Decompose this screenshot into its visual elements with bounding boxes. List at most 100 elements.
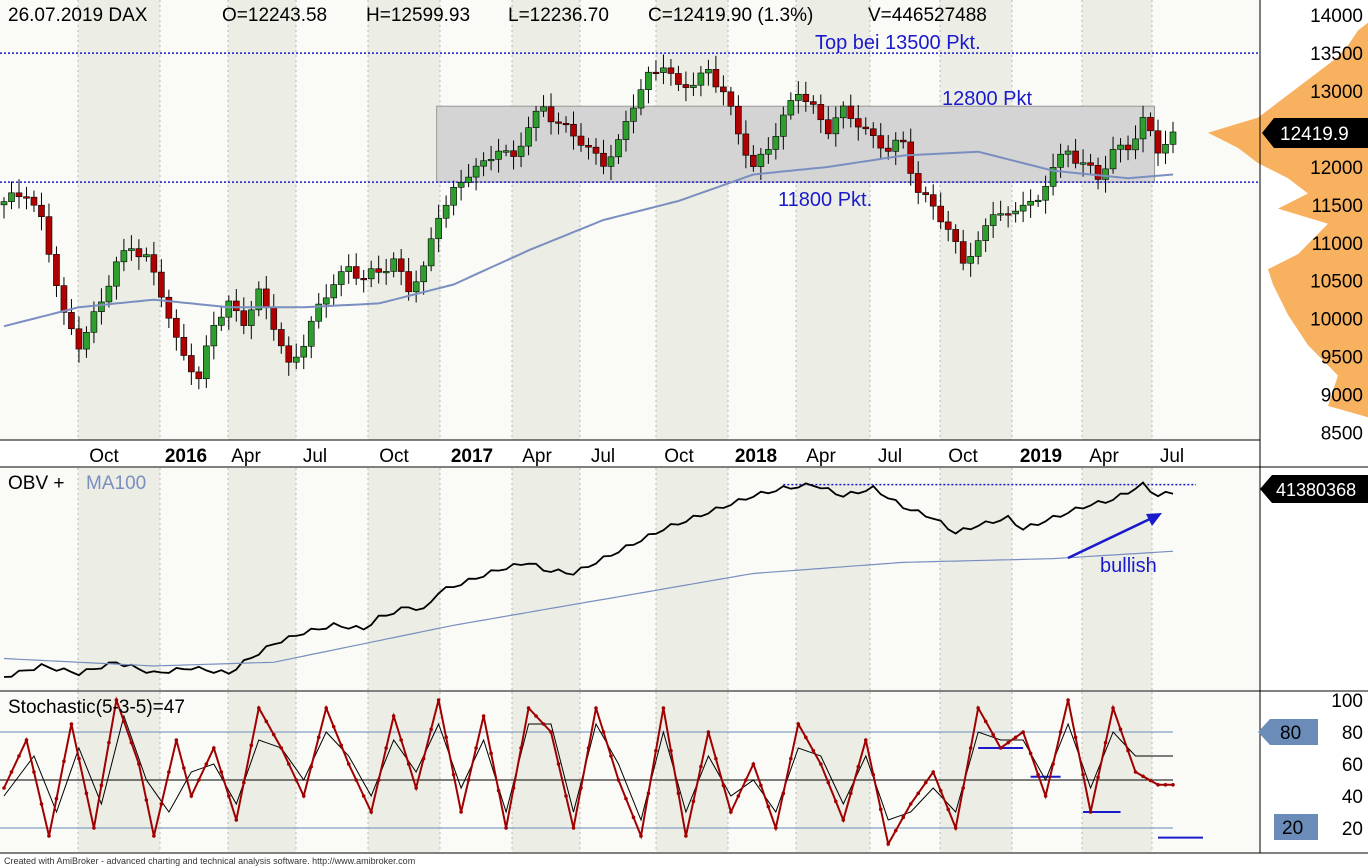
candle-body bbox=[847, 105, 855, 119]
time-band bbox=[870, 692, 940, 852]
stoch-k-point bbox=[1081, 772, 1085, 777]
obv-title: OBV + bbox=[8, 473, 65, 494]
time-band bbox=[870, 468, 940, 690]
candle-body bbox=[637, 89, 645, 109]
stoch-k-point bbox=[511, 786, 516, 790]
candle-body bbox=[982, 225, 989, 241]
stoch-k-point bbox=[286, 762, 291, 766]
time-band bbox=[1152, 692, 1260, 852]
candle-body bbox=[877, 135, 885, 149]
stoch-y-tick: 20 bbox=[1342, 819, 1363, 840]
stoch-k-point bbox=[1148, 778, 1153, 783]
candle-body bbox=[1147, 117, 1154, 132]
stoch-k-point bbox=[729, 810, 733, 814]
candle-body bbox=[959, 241, 967, 264]
stoch-k-point bbox=[541, 722, 546, 726]
candle-body bbox=[615, 139, 622, 158]
time-band bbox=[1012, 0, 1082, 440]
candle-body bbox=[540, 106, 547, 112]
candle-body bbox=[143, 254, 150, 258]
stoch-k-point bbox=[1006, 740, 1010, 745]
ohlc-low: L=12236.70 bbox=[508, 5, 609, 26]
candle-body bbox=[824, 119, 832, 135]
stoch-k-point bbox=[819, 762, 823, 766]
time-axis-label: Apr bbox=[522, 446, 552, 467]
obv-last-tag: 41380368 bbox=[1260, 475, 1368, 503]
candle-body bbox=[120, 250, 128, 263]
time-band bbox=[1082, 468, 1152, 690]
time-axis-label: Oct bbox=[948, 446, 978, 467]
stoch-k-point bbox=[77, 756, 81, 761]
candle-body bbox=[8, 192, 15, 202]
candle-body bbox=[195, 371, 203, 380]
time-axis-label: 2017 bbox=[451, 446, 493, 467]
stoch-k-point bbox=[1013, 735, 1018, 740]
stoch-k-point bbox=[1096, 775, 1100, 780]
time-band bbox=[0, 468, 78, 690]
candle-body bbox=[1132, 138, 1139, 151]
candle-body bbox=[675, 73, 682, 85]
candle-body bbox=[277, 329, 285, 347]
time-band bbox=[228, 0, 296, 440]
stoch-k-point bbox=[968, 746, 973, 750]
stoch-k-point bbox=[17, 754, 21, 758]
candle-body bbox=[1087, 162, 1094, 166]
candle-body bbox=[420, 265, 427, 283]
stoch-k-point bbox=[2, 786, 6, 790]
footer-credit: Created with AmiBroker - advanced charti… bbox=[4, 856, 415, 866]
candle-body bbox=[974, 240, 982, 257]
candle-body bbox=[435, 217, 442, 240]
candle-body bbox=[300, 345, 308, 358]
time-band bbox=[1152, 468, 1260, 690]
candle-body bbox=[510, 150, 517, 157]
time-band bbox=[78, 0, 160, 440]
stoch-k-point bbox=[983, 719, 988, 724]
candle-body bbox=[862, 126, 870, 130]
candle-body bbox=[810, 101, 817, 105]
candle-body bbox=[397, 258, 405, 272]
candle-body bbox=[158, 271, 165, 298]
stoch-k-point bbox=[54, 796, 59, 801]
candle-body bbox=[997, 213, 1004, 216]
price-y-tick: 10000 bbox=[1310, 310, 1363, 331]
price-y-tick: 11000 bbox=[1312, 234, 1363, 255]
candle-body bbox=[233, 300, 240, 312]
stoch-k-point bbox=[1111, 706, 1115, 710]
stoch-k-point bbox=[159, 802, 164, 806]
stoch-k-point bbox=[474, 746, 478, 750]
stoch-k-point bbox=[294, 778, 299, 782]
stoch-k-point bbox=[1118, 727, 1123, 732]
stoch-k-point bbox=[354, 778, 358, 782]
stoch-k-point bbox=[744, 778, 748, 782]
time-band bbox=[440, 0, 512, 440]
stoch-k-point bbox=[429, 727, 433, 732]
obv-last-label: 41380368 bbox=[1276, 480, 1356, 500]
time-band bbox=[512, 0, 580, 440]
obv-ma-title: MA100 bbox=[86, 473, 146, 494]
time-band bbox=[368, 0, 440, 440]
candle-body bbox=[929, 194, 937, 207]
candle-body bbox=[38, 204, 45, 217]
stoch-k-point bbox=[279, 746, 284, 750]
stoch-k-point bbox=[691, 799, 696, 804]
candle-body bbox=[1004, 213, 1012, 216]
stoch-k-point bbox=[219, 770, 224, 774]
candle-body bbox=[682, 84, 690, 88]
stoch-k-point bbox=[182, 766, 186, 770]
stoch-k-point bbox=[384, 746, 388, 750]
candle-body bbox=[570, 123, 577, 137]
stoch-k-point bbox=[1141, 774, 1145, 779]
candle-body bbox=[90, 311, 98, 333]
stoch-k-point bbox=[1066, 698, 1070, 702]
candle-body bbox=[555, 121, 562, 124]
stoch-k-point bbox=[594, 706, 598, 710]
candle-body bbox=[427, 238, 435, 267]
stoch-k-point bbox=[1021, 730, 1025, 734]
candle-body bbox=[907, 141, 915, 174]
candle-body bbox=[53, 254, 60, 286]
stoch-k-point bbox=[369, 810, 373, 814]
time-axis-label: Oct bbox=[89, 446, 119, 467]
stoch-k-point bbox=[249, 743, 254, 748]
stoch-k-point bbox=[1133, 770, 1138, 774]
candle-body bbox=[1117, 144, 1124, 150]
